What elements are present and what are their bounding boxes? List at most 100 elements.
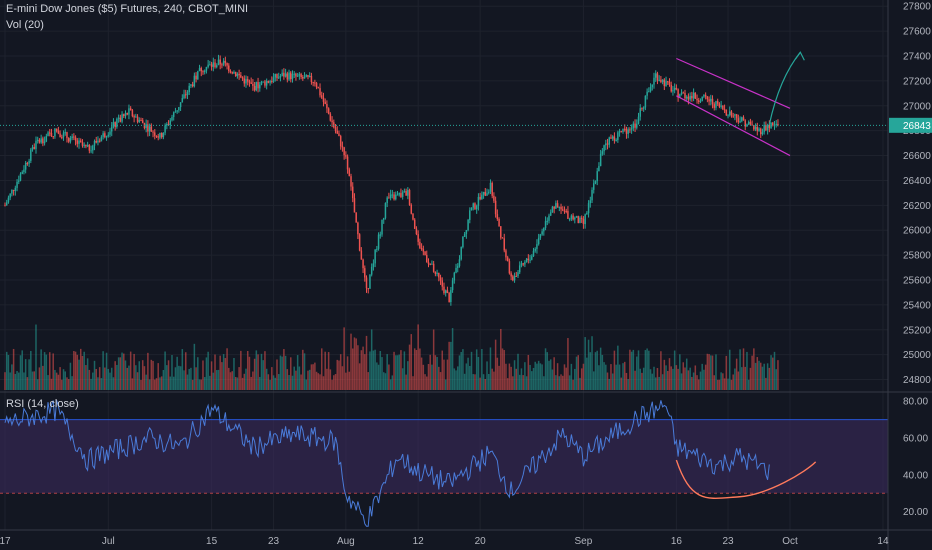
candle-body xyxy=(424,251,426,256)
candle-body xyxy=(307,75,309,77)
candle-body xyxy=(603,145,605,152)
candle-body xyxy=(491,182,493,196)
volume-bar xyxy=(302,349,304,390)
volume-bar xyxy=(296,355,299,390)
volume-bar xyxy=(673,350,676,390)
candle-body xyxy=(431,263,433,265)
volume-bar xyxy=(489,347,492,390)
candlestick-series[interactable] xyxy=(4,54,779,306)
volume-bar xyxy=(64,371,67,390)
volume-bar xyxy=(568,375,571,390)
volume-bar xyxy=(575,356,578,390)
candle-body xyxy=(219,59,221,65)
candle-body xyxy=(501,237,504,239)
candle-body xyxy=(615,139,617,141)
rsi-tick-label: 60.00 xyxy=(903,434,928,445)
volume-bar xyxy=(522,375,524,390)
candle-body xyxy=(562,209,564,211)
candle-body xyxy=(365,277,368,289)
volume-bar xyxy=(393,351,395,390)
volume-bar xyxy=(648,350,650,390)
candle-body xyxy=(477,196,480,206)
candle-body xyxy=(133,116,135,118)
candle-body xyxy=(185,94,187,96)
candle-body xyxy=(271,81,273,83)
volume-bar xyxy=(215,370,218,390)
volume-bar xyxy=(562,375,564,390)
volume-bar xyxy=(16,371,18,390)
volume-bar xyxy=(367,372,369,390)
volume-bar xyxy=(246,350,249,390)
volume-bar xyxy=(224,358,227,390)
volume-bar xyxy=(217,369,220,390)
volume-bar xyxy=(462,349,464,390)
volume-bar xyxy=(572,379,574,390)
volume-bar xyxy=(682,362,685,390)
volume-bar xyxy=(276,359,278,390)
volume-bar xyxy=(11,364,13,390)
volume-bar xyxy=(660,351,662,390)
candle-body xyxy=(11,190,13,194)
rsi-pane[interactable] xyxy=(0,400,888,527)
candle-body xyxy=(601,151,604,154)
candle-body xyxy=(408,190,411,205)
volume-bar xyxy=(482,374,485,390)
time-tick-label: 20 xyxy=(475,536,487,547)
candle-body xyxy=(295,73,297,77)
volume-bar xyxy=(773,351,776,390)
volume-bar xyxy=(386,354,388,390)
candle-body xyxy=(593,183,595,190)
candle-body xyxy=(19,173,22,181)
volume-bar xyxy=(31,371,34,390)
candle-body xyxy=(548,215,550,221)
volume-legend: Vol (20) xyxy=(6,19,44,31)
candle-body xyxy=(703,94,705,97)
volume-bar xyxy=(333,375,335,390)
candle-body xyxy=(302,77,304,79)
candle-body xyxy=(40,138,42,143)
volume-bar xyxy=(661,374,664,390)
candle-body xyxy=(722,105,724,110)
candle-body xyxy=(543,227,545,232)
volume-bar xyxy=(405,374,407,390)
rsi-axis[interactable]: 80.00 60.00 40.00 20.00 xyxy=(903,397,928,518)
volume-bar xyxy=(584,337,586,390)
volume-bar xyxy=(369,351,371,390)
price-tick-label: 27400 xyxy=(903,52,931,63)
volume-bar xyxy=(370,329,373,390)
candle-body xyxy=(741,117,743,122)
candle-body xyxy=(574,217,576,220)
price-tick-label: 24800 xyxy=(903,375,931,386)
candle-body xyxy=(231,72,233,74)
candle-body xyxy=(580,217,583,219)
candle-body xyxy=(467,219,469,231)
volume-bar xyxy=(319,374,321,390)
price-axis[interactable]: 2780027600274002720027000268002660026400… xyxy=(903,2,931,386)
volume-bar xyxy=(186,374,189,390)
volume-bar xyxy=(136,372,139,390)
candle-body xyxy=(129,108,132,111)
candle-body xyxy=(209,64,211,66)
volume-bar xyxy=(395,355,397,390)
rsi-tick-label: 20.00 xyxy=(903,507,928,518)
volume-bar xyxy=(623,361,626,390)
candle-body xyxy=(400,193,402,197)
volume-bar xyxy=(684,367,686,390)
volume-bar xyxy=(129,351,132,390)
rsi-line xyxy=(4,400,770,527)
volume-bar xyxy=(768,367,771,390)
volume-bar xyxy=(166,365,168,390)
candle-body xyxy=(417,234,419,242)
time-axis[interactable]: 17 Jul 15 23 Aug 12 20 Sep 16 23 Oct 14 xyxy=(0,536,889,547)
volume-bar xyxy=(663,359,666,390)
volume-bar xyxy=(284,355,287,390)
candle-body xyxy=(756,126,759,131)
candle-body xyxy=(505,250,507,258)
volume-bar xyxy=(148,379,151,390)
volume-bar xyxy=(606,372,609,390)
volume-bar xyxy=(279,355,282,390)
volume-bar xyxy=(472,374,474,390)
volume-bar xyxy=(55,372,58,390)
volume-bar xyxy=(69,362,72,390)
